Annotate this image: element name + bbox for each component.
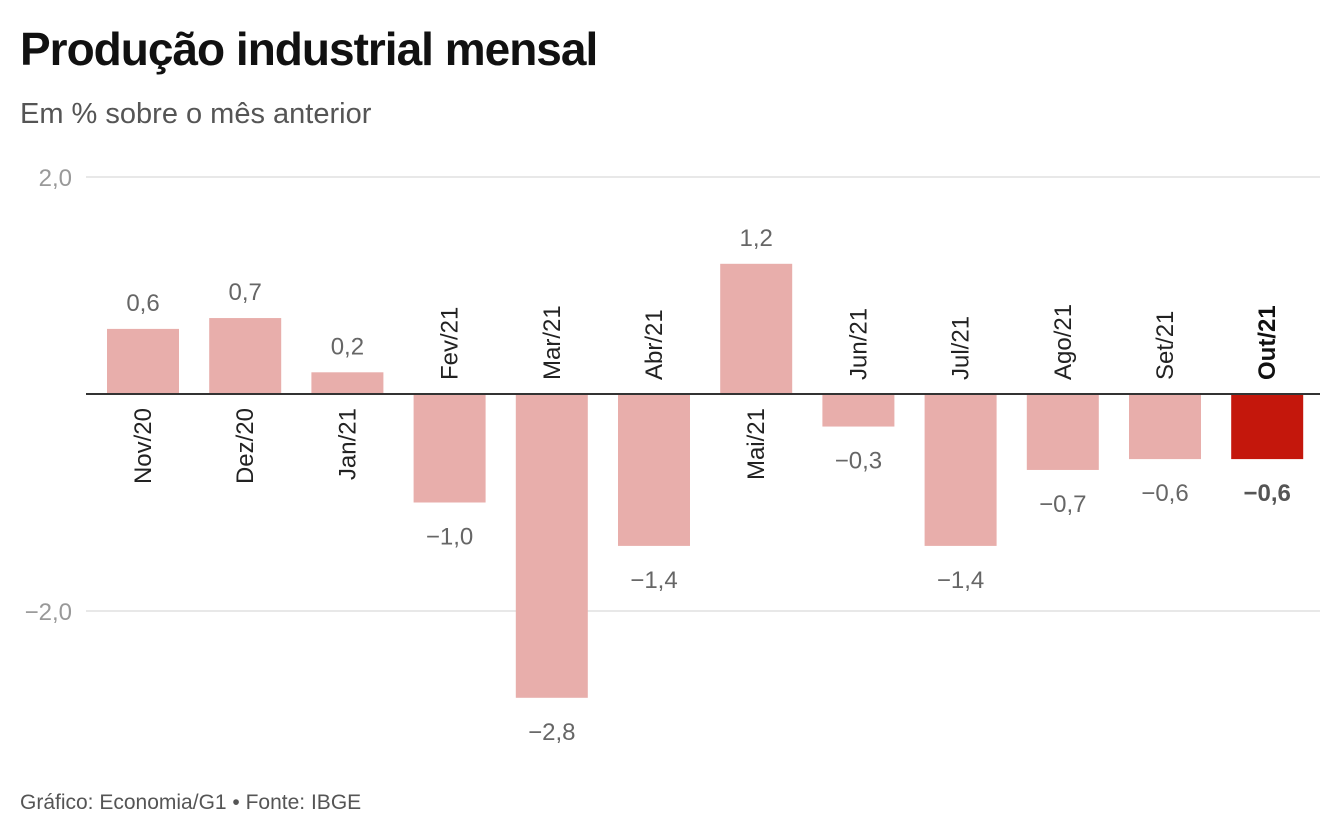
value-label: −0,7	[1039, 491, 1086, 518]
value-label: −1,4	[937, 567, 984, 594]
value-label: 0,6	[126, 290, 159, 317]
value-label: −1,4	[630, 567, 677, 594]
category-label: Out/21	[1254, 305, 1281, 380]
value-label: 0,2	[331, 333, 364, 360]
category-label: Abr/21	[641, 309, 668, 380]
bar	[822, 394, 895, 427]
value-label: −1,0	[426, 524, 473, 551]
category-label: Mai/21	[743, 408, 770, 480]
bar	[618, 394, 690, 546]
chart-subtitle: Em % sobre o mês anterior	[20, 98, 372, 130]
bar	[924, 394, 997, 546]
y-tick-label: 2,0	[39, 165, 72, 192]
value-label: 1,2	[740, 225, 773, 252]
category-label: Mar/21	[539, 305, 566, 380]
bar	[1129, 394, 1201, 460]
category-label: Jun/21	[845, 308, 872, 380]
bar	[720, 263, 793, 394]
chart-source: Gráfico: Economia/G1 • Fonte: IBGE	[20, 791, 362, 814]
category-label: Ago/21	[1050, 304, 1077, 380]
bar	[107, 328, 179, 394]
category-label: Jan/21	[334, 408, 361, 480]
bar	[311, 372, 384, 394]
bar-layer	[86, 263, 1320, 698]
category-label: Set/21	[1152, 311, 1179, 380]
value-label: 0,7	[229, 279, 262, 306]
bar	[1026, 394, 1099, 470]
value-label: −0,3	[835, 448, 882, 475]
chart-plot: 2,0 −2,0 0,6 Nov/20 0,7 Dez/20 0,2 Jan/21 −1,0 F…	[25, 165, 1320, 746]
category-label: Dez/20	[232, 408, 259, 484]
bar	[1231, 394, 1304, 460]
y-tick-label: −2,0	[25, 599, 72, 626]
chart-title: Produção industrial mensal	[20, 23, 598, 75]
bar	[515, 394, 588, 698]
value-label: −0,6	[1141, 480, 1188, 507]
bar	[413, 394, 486, 503]
category-label: Fev/21	[437, 307, 464, 380]
category-label: Nov/20	[130, 408, 157, 484]
grid-layer: 2,0 −2,0	[25, 165, 1320, 626]
category-label: Jul/21	[948, 316, 975, 380]
label-layer: 0,6 Nov/20 0,7 Dez/20 0,2 Jan/21 −1,0 Fev/21 −2,…	[126, 225, 1291, 746]
value-label: −2,8	[528, 719, 575, 746]
value-label: −0,6	[1244, 480, 1291, 507]
bar	[209, 318, 282, 394]
